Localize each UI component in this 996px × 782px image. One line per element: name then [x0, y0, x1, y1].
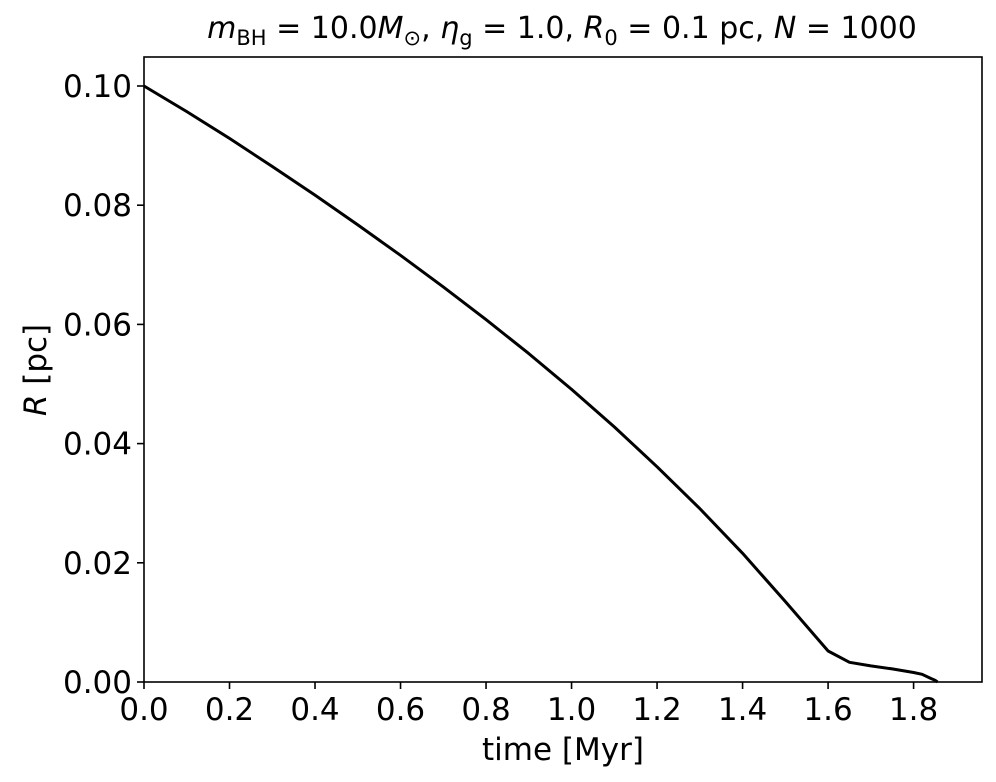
title-r-subscript: 0 — [604, 26, 617, 50]
title-m-value: = 10.0 — [267, 11, 378, 46]
x-tick-label: 0.4 — [290, 692, 339, 728]
x-tick-label: 0.2 — [205, 692, 254, 728]
title-m-symbol: m — [207, 11, 236, 46]
series-line — [143, 84, 939, 684]
title-eta-subscript: g — [459, 26, 472, 50]
x-tick-label: 0.6 — [376, 692, 425, 728]
series-layer — [143, 84, 939, 684]
x-tick-label: 0.8 — [461, 692, 510, 728]
y-axis-label-unit: [pc] — [18, 324, 54, 395]
x-tick-label: 0.0 — [119, 692, 168, 728]
y-tick-label: 0.08 — [63, 188, 132, 224]
y-axis: 0.00 0.02 0.04 0.06 0.08 0.10 — [63, 69, 144, 701]
y-axis-label-symbol: R — [18, 395, 54, 417]
plot-frame — [143, 56, 983, 683]
x-tick-label: 1.4 — [718, 692, 767, 728]
title-eta-symbol: η — [440, 11, 459, 46]
y-tick-label: 0.00 — [63, 665, 132, 701]
y-tick-label: 0.10 — [63, 69, 132, 105]
x-tick-label: 1.0 — [547, 692, 596, 728]
y-tick-label: 0.04 — [63, 427, 132, 463]
x-tick-label: 1.6 — [803, 692, 852, 728]
title-r-value: = 0.1 pc, — [618, 11, 774, 46]
x-axis: 0.0 0.2 0.4 0.6 0.8 1.0 1.2 1.4 1.6 1.8 — [119, 682, 938, 728]
title-n-symbol: N — [774, 11, 796, 46]
x-tick-label: 1.2 — [632, 692, 681, 728]
title-separator: , — [421, 11, 440, 46]
y-tick-label: 0.02 — [63, 546, 132, 582]
title-mass-symbol: M — [378, 11, 404, 46]
x-tick-label: 1.8 — [889, 692, 938, 728]
y-tick-label: 0.06 — [63, 307, 132, 343]
title-m-subscript: BH — [236, 26, 266, 50]
title-n-value: = 1000 — [796, 11, 917, 46]
title-r-symbol: R — [584, 11, 605, 46]
title-solar-subscript: ⊙ — [403, 26, 421, 50]
y-axis-label: R [pc] — [18, 324, 54, 416]
x-axis-label: time [Myr] — [482, 732, 644, 768]
title-eta-value: = 1.0, — [473, 11, 584, 46]
chart-title: mBH = 10.0M⊙, ηg = 1.0, R0 = 0.1 pc, N =… — [207, 11, 917, 50]
